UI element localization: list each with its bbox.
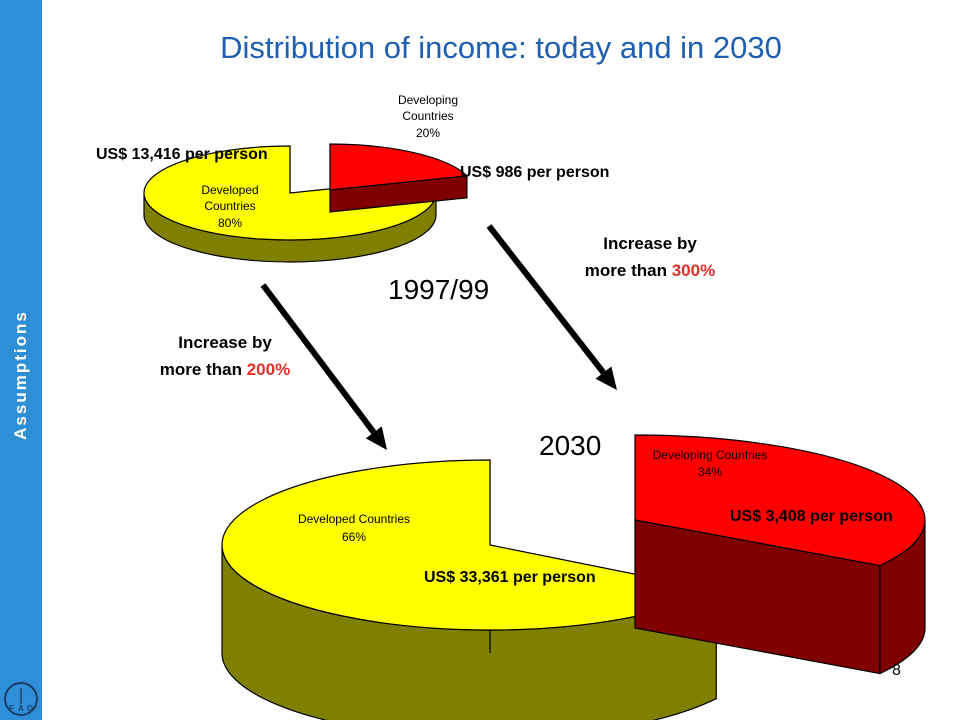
developed-label-1997-line2: Countries bbox=[204, 199, 255, 213]
developing-label-1997-line1: Developing bbox=[398, 93, 458, 107]
developing-income-2030-label: US$ 3,408 per person bbox=[730, 508, 893, 525]
increase-300-annotation: Increase by more than 300% bbox=[555, 230, 745, 284]
increase-300-value: 300% bbox=[671, 261, 716, 280]
developing-slice-1997 bbox=[329, 143, 469, 191]
developing-label-2030: Developing Countries bbox=[653, 448, 768, 462]
increase-300-line1: Increase by bbox=[603, 234, 697, 253]
logo-letter-a: A bbox=[18, 704, 24, 713]
developed-label-1997-line1: Developed bbox=[201, 183, 258, 197]
increase-300-line2: more than 300% bbox=[555, 257, 745, 284]
developing-percent-2030: 34% bbox=[698, 465, 722, 479]
sidebar bbox=[0, 0, 42, 720]
developed-label-2030: Developed Countries bbox=[298, 512, 410, 526]
increase-200-prefix: more than bbox=[159, 360, 247, 379]
developed-slice-2030 bbox=[221, 459, 719, 631]
fao-logo-icon: F A O bbox=[4, 682, 38, 716]
developed-percent-1997: 80% bbox=[218, 216, 242, 230]
arrow-developing-increase bbox=[486, 224, 617, 390]
developing-income-1997-label: US$ 986 per person bbox=[460, 164, 610, 181]
developed-income-2030-label: US$ 33,361 per person bbox=[424, 569, 596, 586]
arrow-developed-increase bbox=[260, 283, 387, 450]
chart-year-2030: 2030 bbox=[539, 430, 602, 461]
increase-300-prefix: more than bbox=[584, 261, 672, 280]
increase-200-annotation: Increase by more than 200% bbox=[130, 329, 320, 383]
page-number: 8 bbox=[892, 662, 901, 679]
developed-percent-2030: 66% bbox=[342, 530, 366, 544]
developed-slice-1997 bbox=[143, 145, 437, 241]
logo-letter-f: F bbox=[9, 704, 14, 713]
increase-200-value: 200% bbox=[246, 360, 291, 379]
developing-label-1997-line2: Countries bbox=[402, 109, 453, 123]
slide-title: Distribution of income: today and in 203… bbox=[220, 30, 782, 65]
logo-letter-o: O bbox=[27, 704, 33, 713]
increase-200-line2: more than 200% bbox=[130, 356, 320, 383]
developing-slice-2030 bbox=[634, 434, 926, 567]
chart-year-1997: 1997/99 bbox=[388, 274, 490, 305]
increase-200-line1: Increase by bbox=[178, 333, 272, 352]
developed-income-1997-label: US$ 13,416 per person bbox=[96, 146, 268, 163]
developing-percent-1997: 20% bbox=[416, 126, 440, 140]
